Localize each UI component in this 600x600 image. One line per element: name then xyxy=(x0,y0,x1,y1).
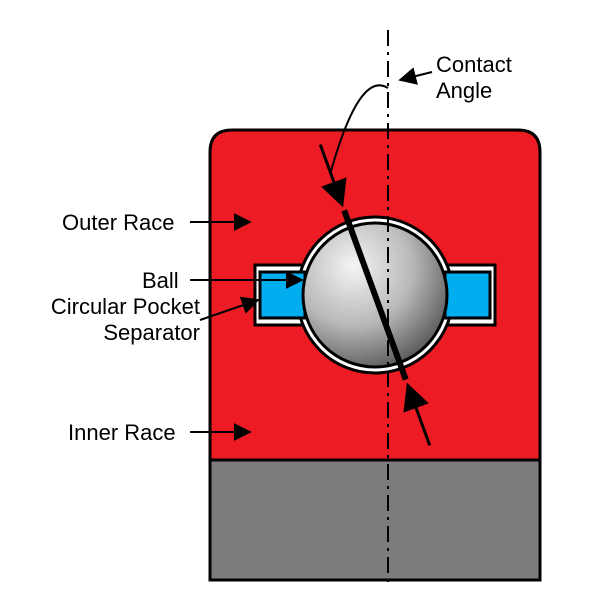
separator-left xyxy=(260,272,305,318)
label-inner-race: Inner Race xyxy=(68,420,176,446)
label-separator: Circular PocketSeparator xyxy=(30,294,200,346)
label-outer-race: Outer Race xyxy=(62,210,175,236)
label-ball: Ball xyxy=(142,268,179,294)
label-contact-angle: ContactAngle xyxy=(436,52,512,104)
shaft-block xyxy=(210,460,540,580)
separator-right xyxy=(445,272,490,318)
pointer-contact-angle xyxy=(400,72,432,80)
